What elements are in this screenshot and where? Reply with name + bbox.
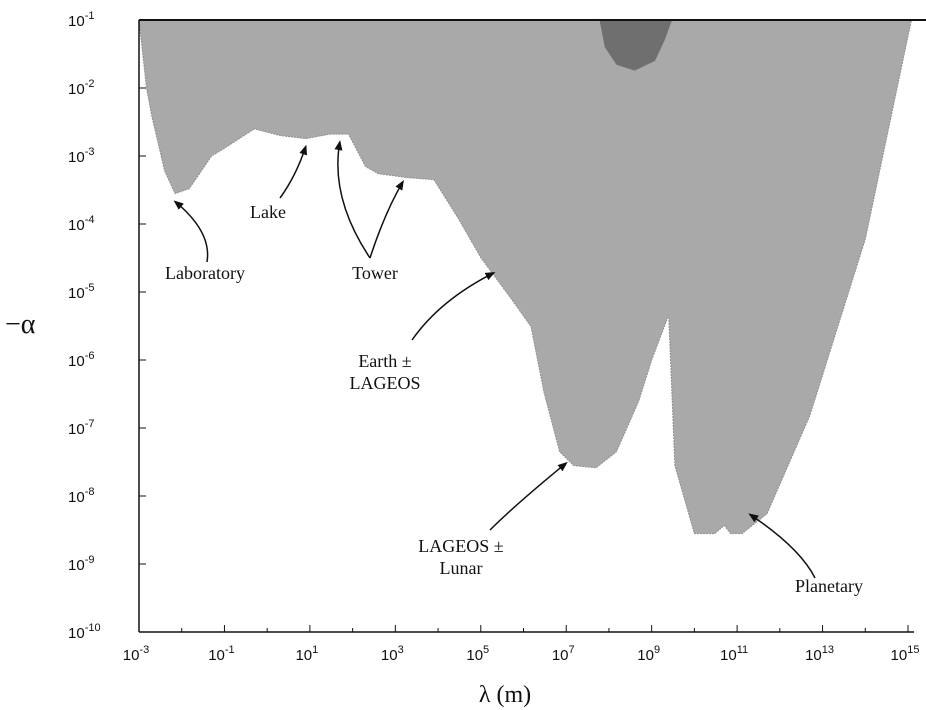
annotation-arrow [369,179,404,259]
x-tick-exponent: 7 [569,644,575,656]
x-tick-exponent: 13 [822,644,834,656]
x-tick-label: 1013 [805,644,834,664]
x-tick-label: 105 [466,644,489,664]
annotation-arrow [748,513,816,579]
y-tick-base: 10 [68,557,85,574]
x-axis-title: λ (m) [479,682,531,708]
y-axis-title: −α [5,309,36,340]
annotation-laboratory: Laboratory [165,263,245,283]
y-tick-exponent: -7 [85,418,95,430]
y-tick-label: 10-4 [68,214,94,234]
y-tick-base: 10 [68,285,85,302]
y-tick-base: 10 [68,149,85,166]
annotation-line: Lake [250,202,286,222]
y-tick-exponent: -9 [85,554,95,566]
x-tick-base: 10 [637,647,654,664]
x-tick-base: 10 [891,647,908,664]
x-tick-label: 10-1 [208,644,234,664]
y-tick-exponent: -6 [85,350,95,362]
y-tick-exponent: -10 [85,622,101,634]
y-tick-exponent: -4 [85,214,95,226]
y-tick-label: 10-1 [68,10,94,30]
y-tick-base: 10 [68,81,85,98]
x-tick-exponent: 15 [907,644,919,656]
annotation-line: Planetary [795,576,863,596]
annotation-arrow [173,200,209,263]
x-tick-exponent: 5 [483,644,489,656]
y-tick-exponent: -8 [85,486,95,498]
y-tick-base: 10 [68,13,85,30]
annotation-arrow [334,140,371,259]
y-tick-label: 10-9 [68,554,94,574]
x-tick-label: 1015 [891,644,920,664]
y-tick-label: 10-5 [68,282,94,302]
annotation-line: Tower [352,263,398,283]
y-tick-base: 10 [68,625,85,642]
annotations: Laboratory Lake Tower Earth ± LAGEOS LAGEOS ±… [165,140,863,596]
annotation-lake: Lake [250,202,286,222]
y-tick-base: 10 [68,421,85,438]
x-tick-exponent: -1 [225,644,235,656]
y-tick-exponent: -1 [85,10,95,22]
x-tick-label: 10-3 [123,644,149,664]
annotation-arrow [489,461,568,531]
x-tick-label: 103 [381,644,404,664]
x-tick-label: 1011 [720,644,748,664]
annotation-lageos-lunar: LAGEOS ± Lunar [418,536,503,578]
x-tick-exponent: -3 [139,644,149,656]
dark-excluded-region [599,20,673,71]
y-tick-exponent: -2 [85,78,95,90]
y-tick-label: 10-2 [68,78,94,98]
annotation-tower: Tower [352,263,398,283]
y-tick-base: 10 [68,489,85,506]
x-tick-base: 10 [208,647,225,664]
annotation-line: LAGEOS [350,373,421,393]
y-tick-exponent: -5 [85,282,95,294]
x-tick-base: 10 [805,647,822,664]
x-tick-label: 101 [295,644,318,664]
x-axis-ticks: 10-3 10-1 101 103 105 107 109 1011 1013 1015 [123,625,920,664]
y-tick-exponent: -3 [85,146,95,158]
annotation-line: LAGEOS ± [418,536,503,556]
x-tick-exponent: 11 [737,644,748,656]
x-tick-base: 10 [466,647,483,664]
annotation-arrow [411,271,496,341]
y-axis-ticks: 10-110-210-310-410-510-610-710-810-910-1… [68,10,146,642]
x-tick-base: 10 [295,647,312,664]
x-tick-label: 107 [552,644,575,664]
annotation-planetary: Planetary [795,576,863,596]
excluded-region [138,19,913,535]
annotation-earth-lageos: Earth ± LAGEOS [350,351,421,393]
annotation-line: Laboratory [165,263,245,283]
annotation-line: Earth ± [358,351,411,371]
y-tick-label: 10-7 [68,418,94,438]
x-tick-label: 109 [637,644,660,664]
x-tick-exponent: 1 [312,644,318,656]
y-tick-label: 10-8 [68,486,94,506]
y-tick-label: 10-6 [68,350,94,370]
y-tick-base: 10 [68,353,85,370]
x-tick-exponent: 9 [654,644,660,656]
annotation-arrow [279,144,307,199]
y-tick-label: 10-3 [68,146,94,166]
x-tick-base: 10 [720,647,737,664]
y-tick-label: 10-10 [68,622,101,642]
annotation-line: Lunar [440,558,483,578]
y-tick-base: 10 [68,217,85,234]
x-tick-base: 10 [552,647,569,664]
plot-area [138,19,913,535]
x-tick-exponent: 3 [398,644,404,656]
x-tick-base: 10 [123,647,140,664]
x-tick-base: 10 [381,647,398,664]
